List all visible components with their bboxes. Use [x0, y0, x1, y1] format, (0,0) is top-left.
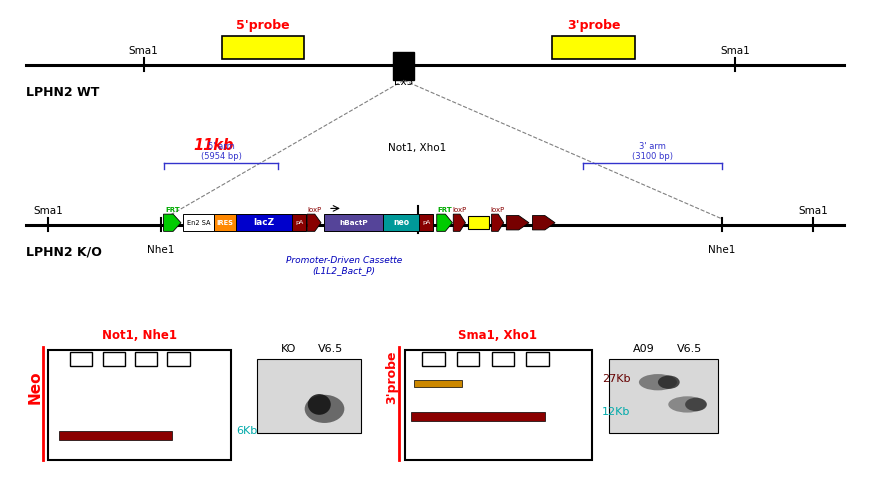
FancyBboxPatch shape	[382, 214, 419, 231]
Polygon shape	[453, 214, 465, 231]
Text: Nhe1: Nhe1	[147, 245, 175, 255]
Text: lacZ: lacZ	[253, 218, 275, 227]
Polygon shape	[491, 214, 503, 231]
FancyBboxPatch shape	[421, 352, 444, 366]
FancyBboxPatch shape	[256, 358, 361, 433]
Text: En2 SA: En2 SA	[186, 220, 210, 226]
FancyBboxPatch shape	[456, 352, 479, 366]
Text: Sma1: Sma1	[33, 206, 63, 216]
FancyBboxPatch shape	[235, 214, 292, 231]
FancyBboxPatch shape	[468, 216, 488, 229]
Ellipse shape	[308, 394, 330, 415]
Text: pA: pA	[295, 220, 303, 225]
Text: 5' arm
(5954 bp): 5' arm (5954 bp)	[201, 141, 241, 161]
Polygon shape	[436, 214, 452, 231]
FancyBboxPatch shape	[404, 350, 591, 460]
Text: A09: A09	[633, 344, 654, 354]
Text: KO: KO	[281, 344, 296, 354]
Text: LPHN2 WT: LPHN2 WT	[26, 86, 99, 99]
Text: Promoter-Driven Cassette
(L1L2_Bact_P): Promoter-Driven Cassette (L1L2_Bact_P)	[285, 256, 401, 275]
Text: 12Kb: 12Kb	[601, 407, 630, 417]
Polygon shape	[532, 216, 554, 230]
FancyBboxPatch shape	[214, 214, 235, 231]
Text: LPHN2 K/O: LPHN2 K/O	[26, 245, 102, 258]
Text: Neo: Neo	[27, 370, 43, 404]
FancyBboxPatch shape	[323, 214, 382, 231]
Polygon shape	[307, 214, 321, 231]
Text: 27Kb: 27Kb	[601, 374, 630, 384]
Text: Nhe1: Nhe1	[707, 245, 735, 255]
FancyBboxPatch shape	[103, 352, 125, 366]
FancyBboxPatch shape	[393, 52, 414, 80]
FancyBboxPatch shape	[414, 380, 461, 387]
FancyBboxPatch shape	[552, 36, 634, 59]
FancyBboxPatch shape	[526, 352, 548, 366]
Text: FRT: FRT	[437, 207, 451, 213]
FancyBboxPatch shape	[419, 214, 433, 231]
FancyBboxPatch shape	[608, 358, 717, 433]
Text: 3'probe: 3'probe	[567, 19, 620, 32]
Text: 5'probe: 5'probe	[236, 19, 289, 32]
Text: Ex3: Ex3	[394, 77, 413, 87]
Text: loxP: loxP	[307, 207, 321, 213]
FancyBboxPatch shape	[292, 214, 306, 231]
Text: loxP: loxP	[452, 207, 466, 213]
Text: Not1, Xho1: Not1, Xho1	[388, 143, 446, 153]
Text: FRT: FRT	[165, 207, 179, 213]
Ellipse shape	[685, 398, 706, 411]
Text: 3' arm
(3100 bp): 3' arm (3100 bp)	[631, 141, 673, 161]
FancyBboxPatch shape	[491, 352, 514, 366]
FancyBboxPatch shape	[410, 412, 545, 421]
Text: 11kb: 11kb	[193, 138, 233, 153]
Text: V6.5: V6.5	[317, 344, 343, 354]
Text: neo: neo	[393, 218, 408, 227]
Text: 6Kb: 6Kb	[236, 426, 257, 436]
Polygon shape	[506, 216, 528, 230]
FancyBboxPatch shape	[70, 352, 92, 366]
FancyBboxPatch shape	[182, 214, 214, 231]
Text: Sma1: Sma1	[798, 206, 827, 216]
Ellipse shape	[638, 374, 676, 391]
Ellipse shape	[657, 376, 679, 389]
Text: Sma1: Sma1	[720, 46, 749, 56]
Text: IRES: IRES	[216, 220, 233, 226]
Text: Not1, Nhe1: Not1, Nhe1	[102, 329, 176, 342]
Text: Sma1, Xho1: Sma1, Xho1	[458, 329, 536, 342]
Text: loxP: loxP	[490, 207, 504, 213]
Polygon shape	[163, 214, 181, 231]
Text: pA: pA	[421, 220, 430, 225]
Text: hBactP: hBactP	[339, 220, 367, 226]
FancyBboxPatch shape	[222, 36, 304, 59]
Text: Sma1: Sma1	[129, 46, 158, 56]
FancyBboxPatch shape	[135, 352, 157, 366]
FancyBboxPatch shape	[167, 352, 189, 366]
FancyBboxPatch shape	[59, 431, 172, 440]
FancyBboxPatch shape	[48, 350, 230, 460]
Text: V6.5: V6.5	[675, 344, 701, 354]
Ellipse shape	[304, 395, 344, 423]
Ellipse shape	[667, 396, 706, 413]
Text: 3'probe: 3'probe	[385, 350, 397, 404]
